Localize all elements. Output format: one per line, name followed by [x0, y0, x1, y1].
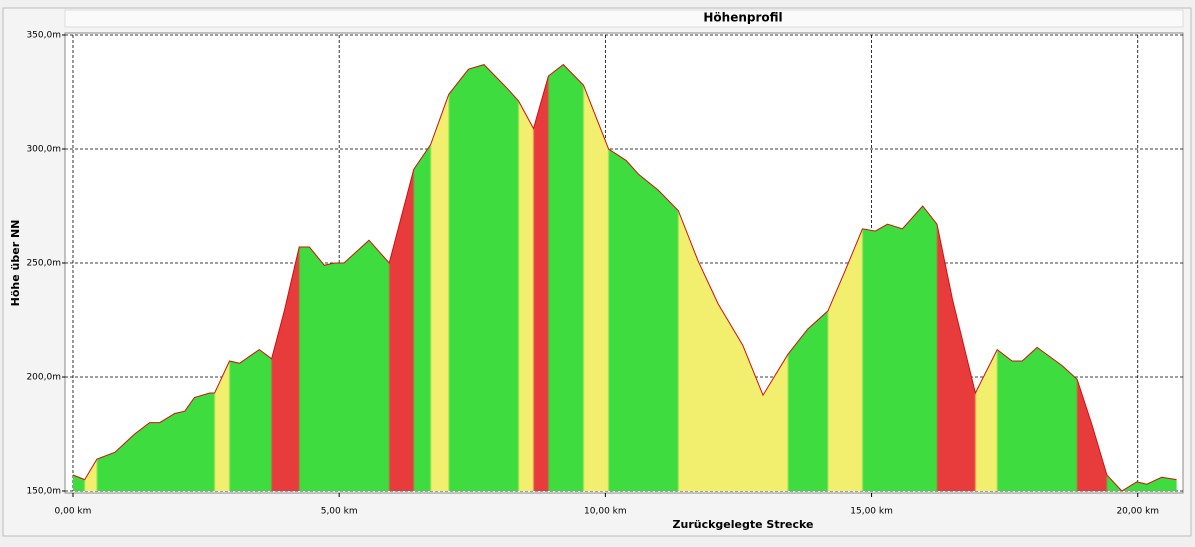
area [72, 64, 1177, 491]
x-tick-label: 0,00 km [55, 507, 92, 517]
title-bar [64, 9, 1184, 28]
x-tick-label: 15,00 km [850, 507, 893, 517]
y-tick-label: 200,0m [26, 373, 61, 383]
x-tick-label: 5,00 km [321, 507, 358, 517]
y-tick-label: 150,0m [26, 487, 61, 497]
y-tick-label: 250,0m [26, 259, 61, 269]
y-axis-label: Höhe über NN [9, 220, 22, 307]
x-axis-label: Zurückgelegte Strecke [673, 518, 814, 531]
y-tick-label: 300,0m [26, 145, 61, 155]
x-tick-label: 10,00 km [584, 507, 627, 517]
profile-line [72, 63, 1177, 492]
y-tick-label: 350,0m [26, 31, 61, 41]
chart-title: Höhenprofil [703, 11, 782, 25]
x-tick-label: 20,00 km [1116, 507, 1159, 517]
